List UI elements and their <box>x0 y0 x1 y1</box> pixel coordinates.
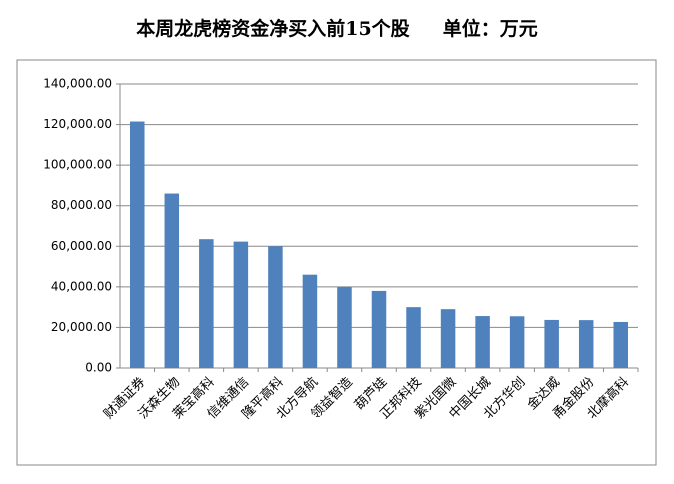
bar <box>199 239 214 368</box>
chart-title: 本周龙虎榜资金净买入前15个股 单位：万元 <box>136 17 538 40</box>
y-tick-label: 140,000.00 <box>43 77 112 91</box>
bar <box>406 307 421 368</box>
bar <box>164 193 180 368</box>
y-tick-label: 120,000.00 <box>43 117 112 131</box>
y-tick-label: 80,000.00 <box>51 198 112 212</box>
bar <box>440 309 456 368</box>
bar <box>130 121 145 369</box>
bar <box>544 319 559 368</box>
chart-frame <box>16 59 657 466</box>
bar <box>337 286 352 368</box>
bar <box>509 316 525 368</box>
y-tick-label: 100,000.00 <box>43 158 112 172</box>
bar <box>475 316 490 368</box>
bar <box>613 321 628 368</box>
bar <box>371 290 387 368</box>
y-tick-label: 20,000.00 <box>51 320 112 334</box>
bar <box>578 320 594 368</box>
bar <box>233 241 249 368</box>
y-tick-label: 40,000.00 <box>51 279 112 293</box>
y-tick-label: 60,000.00 <box>51 239 112 253</box>
bar <box>268 246 283 368</box>
y-tick-label: 0.00 <box>85 361 112 375</box>
bar <box>302 274 318 368</box>
